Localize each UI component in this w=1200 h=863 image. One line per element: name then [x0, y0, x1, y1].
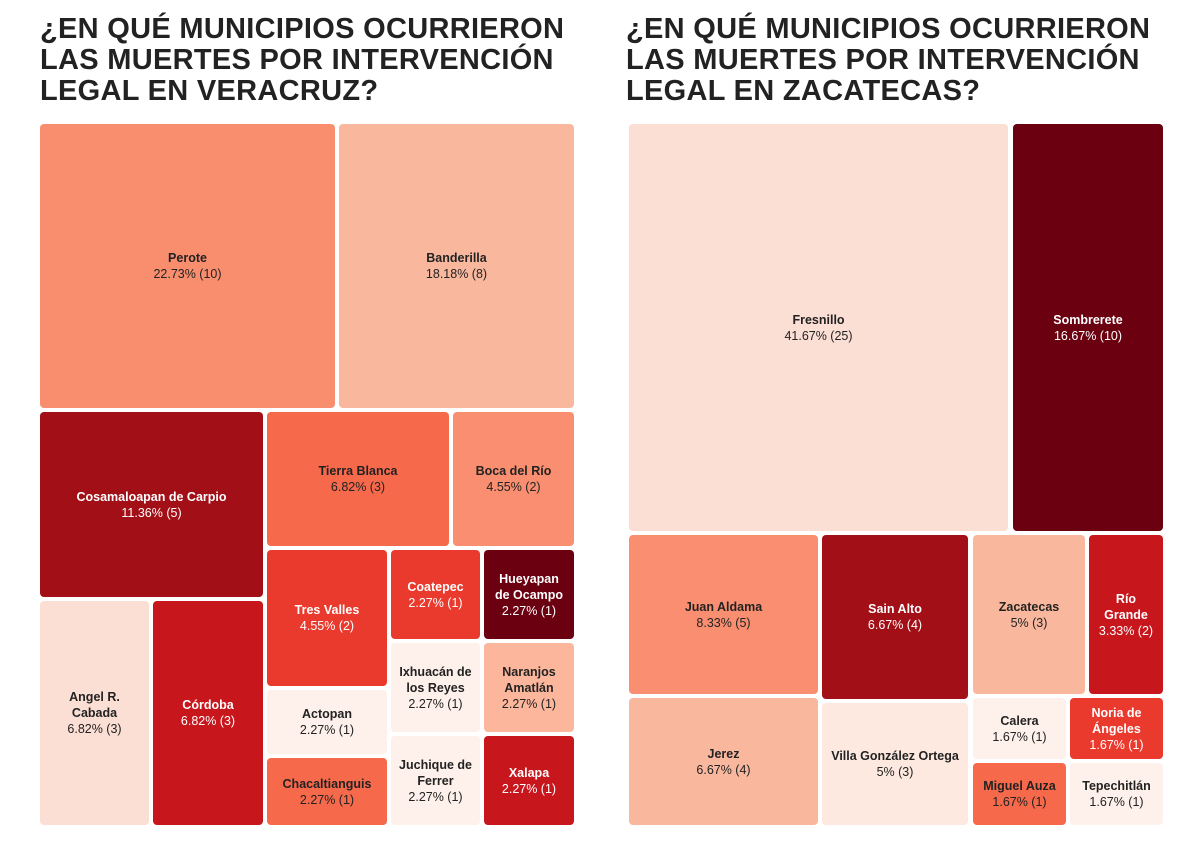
treemap-cell: Miguel Auza 1.67% (1): [973, 763, 1066, 825]
treemap-cell: Juan Aldama 8.33% (5): [629, 535, 818, 694]
treemap-cell: Córdoba 6.82% (3): [153, 601, 263, 825]
treemap-cell: Villa González Ortega 5% (3): [822, 703, 968, 825]
treemap-cell: Sain Alto 6.67% (4): [822, 535, 968, 699]
cell-label: Zacatecas: [998, 599, 1060, 614]
treemap-cell: Jerez 6.67% (4): [629, 698, 818, 825]
cell-value: 2.27% (1): [299, 723, 355, 737]
cell-label: Juan Aldama: [684, 599, 763, 614]
chart-title: ¿EN QUÉ MUNICIPIOS OCURRIERON LAS MUERTE…: [40, 13, 565, 107]
cell-label: Xalapa: [508, 765, 550, 780]
cell-value: 2.27% (1): [408, 696, 463, 711]
cell-label: Río Grande: [1104, 591, 1148, 622]
treemap-cell: Chacaltianguis 2.27% (1): [267, 758, 387, 825]
cell-value: 6.82% (3): [330, 480, 386, 494]
cell-value: 3.33% (2): [1098, 623, 1154, 638]
cell-label: Sombrerete: [1053, 312, 1123, 327]
cell-label: Fresnillo: [792, 312, 845, 327]
treemap-cell: Banderilla 18.18% (8): [339, 124, 574, 408]
treemap-cell: Actopan 2.27% (1): [267, 690, 387, 754]
cell-label: Cosamaloapan de Carpio: [76, 489, 227, 504]
treemap-cell: Fresnillo 41.67% (25): [629, 124, 1008, 531]
cell-label: Boca del Río: [475, 464, 552, 478]
treemap-cell: Río Grande 3.33% (2): [1089, 535, 1163, 694]
treemap-cell: Cosamaloapan de Carpio 11.36% (5): [40, 412, 263, 597]
treemap-cell: Calera 1.67% (1): [973, 698, 1066, 759]
chart-title: ¿EN QUÉ MUNICIPIOS OCURRIERON LAS MUERTE…: [626, 13, 1151, 107]
cell-label: Miguel Auza: [983, 779, 1056, 793]
treemap-cell: Tres Valles 4.55% (2): [267, 550, 387, 686]
cell-label: Noria de Ángeles: [1091, 705, 1142, 736]
cell-value: 2.27% (1): [299, 792, 355, 807]
cell-label: Banderilla: [426, 251, 487, 265]
cell-label: Córdoba: [182, 698, 234, 712]
cell-value: 1.67% (1): [1089, 737, 1144, 752]
cell-value: 22.73% (10): [153, 267, 222, 281]
cell-label: Villa González Ortega: [831, 749, 959, 763]
treemap-cell: Angel R. Cabada 6.82% (3): [40, 601, 149, 825]
cell-label: Actopan: [302, 707, 352, 721]
cell-label: Ixhuacán de los Reyes: [399, 664, 472, 695]
treemap-cell: Hueyapan de Ocampo 2.27% (1): [484, 550, 574, 639]
treemap-cell: Zacatecas 5% (3): [973, 535, 1085, 694]
cell-value: 11.36% (5): [121, 505, 182, 520]
cell-value: 1.67% (1): [992, 729, 1047, 744]
cell-value: 2.27% (1): [501, 696, 557, 711]
cell-value: 2.27% (1): [501, 603, 557, 618]
cell-value: 4.55% (2): [299, 619, 355, 633]
cell-label: Juchique de Ferrer: [399, 757, 472, 788]
cell-value: 5% (3): [876, 765, 914, 779]
cell-value: 4.55% (2): [486, 480, 541, 494]
cell-value: 6.82% (3): [180, 714, 236, 728]
cell-label: Tepechitlán: [1082, 779, 1151, 793]
cell-label: Calera: [1000, 713, 1039, 728]
cell-value: 5% (3): [1010, 615, 1048, 630]
treemap-cell: Coatepec 2.27% (1): [391, 550, 480, 639]
cell-value: 6.67% (4): [696, 762, 751, 777]
cell-label: Angel R. Cabada: [69, 690, 120, 720]
treemap-cell: Sombrerete 16.67% (10): [1013, 124, 1163, 531]
cell-value: 1.67% (1): [1089, 795, 1144, 809]
treemap-cell: Tepechitlán 1.67% (1): [1070, 763, 1163, 825]
treemap-cell: Xalapa 2.27% (1): [484, 736, 574, 825]
cell-value: 41.67% (25): [784, 328, 853, 343]
cell-value: 2.27% (1): [408, 789, 463, 804]
treemap-cell: Juchique de Ferrer 2.27% (1): [391, 736, 480, 825]
treemap-cell: Perote 22.73% (10): [40, 124, 335, 408]
treemap-cell: Boca del Río 4.55% (2): [453, 412, 574, 546]
cell-label: Perote: [168, 251, 207, 265]
cell-label: Tres Valles: [294, 603, 360, 617]
treemap-cell: Noria de Ángeles 1.67% (1): [1070, 698, 1163, 759]
cell-value: 2.27% (1): [408, 595, 463, 610]
treemap-cell: Tierra Blanca 6.82% (3): [267, 412, 449, 546]
cell-value: 16.67% (10): [1053, 328, 1123, 343]
cell-value: 6.67% (4): [867, 618, 923, 632]
cell-label: Jerez: [707, 746, 740, 761]
cell-value: 8.33% (5): [696, 615, 751, 630]
cell-label: Coatepec: [407, 579, 464, 594]
treemap-cell: Ixhuacán de los Reyes 2.27% (1): [391, 643, 480, 732]
cell-label: Hueyapan de Ocampo: [494, 571, 564, 602]
treemap-cell: Naranjos Amatlán 2.27% (1): [484, 643, 574, 732]
cell-value: 1.67% (1): [992, 795, 1047, 809]
cell-label: Naranjos Amatlán: [502, 664, 556, 695]
cell-value: 18.18% (8): [425, 267, 488, 281]
cell-value: 6.82% (3): [67, 722, 122, 736]
cell-value: 2.27% (1): [501, 781, 557, 796]
cell-label: Sain Alto: [868, 602, 922, 616]
cell-label: Tierra Blanca: [318, 464, 398, 478]
cell-label: Chacaltianguis: [282, 776, 372, 791]
